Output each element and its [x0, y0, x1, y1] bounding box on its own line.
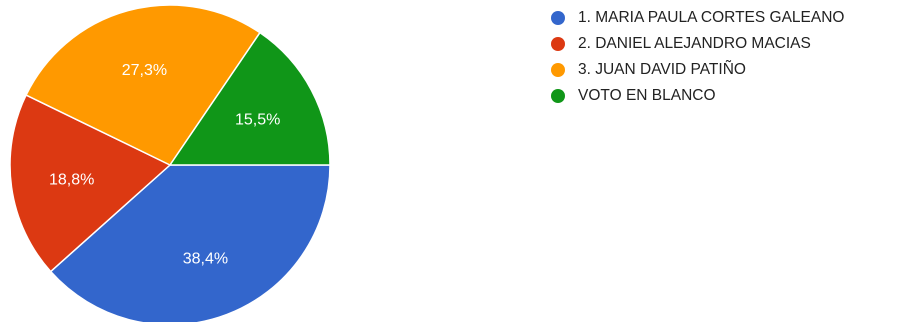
slice-label-4: 15,5%	[235, 112, 280, 129]
legend-swatch-2	[551, 37, 565, 51]
legend-label-2: 2. DANIEL ALEJANDRO MACIAS	[578, 35, 811, 52]
pie-slice-2[interactable]	[9, 94, 172, 273]
legend-item-2[interactable]: 2. DANIEL ALEJANDRO MACIAS	[551, 33, 906, 55]
legend-item-4[interactable]: VOTO EN BLANCO	[551, 85, 906, 107]
legend-label-3: 3. JUAN DAVID PATIÑO	[578, 61, 746, 78]
legend-swatch-1	[551, 11, 565, 25]
slice-label-2: 18,8%	[49, 172, 94, 189]
legend-label-4: VOTO EN BLANCO	[578, 87, 716, 104]
pie-slice-1[interactable]	[49, 164, 331, 322]
legend-item-3[interactable]: 3. JUAN DAVID PATIÑO	[551, 59, 906, 81]
chart-legend: 1. MARIA PAULA CORTES GALEANO 2. DANIEL A…	[551, 7, 906, 111]
legend-swatch-4	[551, 89, 565, 103]
legend-item-1[interactable]: 1. MARIA PAULA CORTES GALEANO	[551, 7, 906, 29]
pie-slice-4[interactable]	[168, 31, 331, 166]
slice-label-1: 38,4%	[183, 251, 228, 268]
slice-label-3: 27,3%	[122, 62, 167, 79]
pie-slice-3[interactable]	[25, 4, 261, 166]
legend-swatch-3	[551, 63, 565, 77]
legend-label-1: 1. MARIA PAULA CORTES GALEANO	[578, 9, 845, 26]
